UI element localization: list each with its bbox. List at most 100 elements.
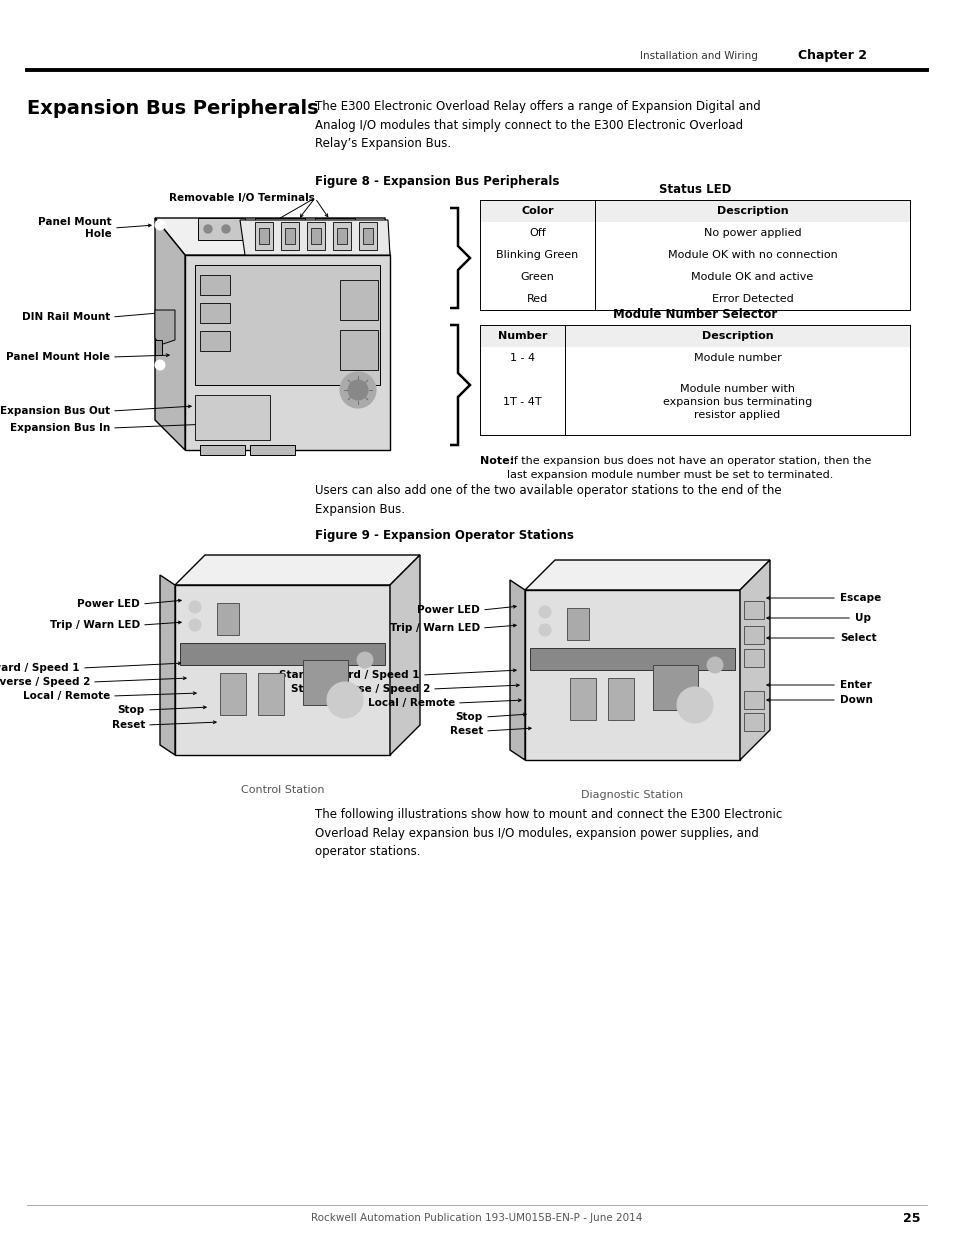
Polygon shape	[200, 445, 245, 454]
FancyBboxPatch shape	[743, 650, 763, 667]
Polygon shape	[185, 254, 390, 450]
Polygon shape	[154, 310, 174, 345]
Text: Expansion Bus Peripherals: Expansion Bus Peripherals	[27, 99, 318, 117]
Text: Stop: Stop	[117, 705, 145, 715]
Text: Error Detected: Error Detected	[711, 294, 793, 304]
Text: 8: 8	[222, 610, 233, 629]
Text: Description: Description	[701, 331, 773, 341]
Text: Module OK with no connection: Module OK with no connection	[667, 249, 837, 261]
Circle shape	[154, 220, 165, 230]
Polygon shape	[174, 555, 419, 585]
Circle shape	[320, 225, 329, 233]
Text: Escape: Escape	[840, 593, 881, 603]
Polygon shape	[174, 585, 390, 755]
Text: 8: 8	[572, 615, 583, 634]
Text: Local / Remote: Local / Remote	[367, 698, 455, 708]
Polygon shape	[569, 678, 596, 720]
Polygon shape	[194, 395, 270, 440]
Text: Chapter 2: Chapter 2	[797, 49, 866, 63]
Text: Stop: Stop	[456, 713, 482, 722]
Text: Number: Number	[497, 331, 547, 341]
FancyBboxPatch shape	[743, 713, 763, 731]
Text: Expansion Bus In: Expansion Bus In	[10, 424, 110, 433]
Polygon shape	[510, 580, 524, 760]
Text: Start Forward / Speed 1: Start Forward / Speed 1	[279, 671, 419, 680]
Polygon shape	[216, 603, 239, 635]
Circle shape	[348, 380, 368, 400]
Text: Panel Mount Hole: Panel Mount Hole	[6, 352, 110, 362]
Text: Removable I/O Terminals: Removable I/O Terminals	[169, 193, 314, 203]
Text: Installation and Wiring: Installation and Wiring	[639, 51, 757, 61]
Text: Color: Color	[520, 206, 554, 216]
Polygon shape	[154, 219, 390, 254]
Text: Start Reverse / Speed 2: Start Reverse / Speed 2	[0, 677, 90, 687]
Text: Figure 9 - Expansion Operator Stations: Figure 9 - Expansion Operator Stations	[314, 530, 574, 542]
Polygon shape	[194, 266, 379, 385]
Polygon shape	[566, 608, 588, 640]
Polygon shape	[281, 222, 298, 249]
Polygon shape	[303, 659, 348, 705]
Circle shape	[538, 606, 551, 618]
FancyBboxPatch shape	[479, 325, 909, 347]
Circle shape	[538, 624, 551, 636]
Text: Off: Off	[529, 228, 545, 238]
Text: If the expansion bus does not have an operator station, then the
last expansion : If the expansion bus does not have an op…	[506, 456, 870, 479]
FancyBboxPatch shape	[479, 222, 909, 245]
Polygon shape	[530, 648, 734, 671]
Circle shape	[356, 652, 373, 668]
Polygon shape	[524, 559, 769, 590]
Polygon shape	[258, 228, 269, 245]
Polygon shape	[254, 219, 305, 240]
Text: Module Number Selector: Module Number Selector	[612, 308, 777, 321]
Polygon shape	[200, 303, 230, 324]
Circle shape	[154, 359, 165, 370]
Polygon shape	[336, 228, 347, 245]
Text: Status LED: Status LED	[659, 183, 730, 196]
Text: Green: Green	[520, 272, 554, 282]
Polygon shape	[180, 643, 385, 664]
Text: Panel Mount
Hole: Panel Mount Hole	[38, 217, 112, 238]
Text: Local / Remote: Local / Remote	[23, 692, 110, 701]
Polygon shape	[200, 331, 230, 351]
Polygon shape	[314, 219, 355, 240]
Circle shape	[189, 619, 201, 631]
Circle shape	[677, 687, 712, 722]
Circle shape	[327, 682, 363, 718]
Polygon shape	[200, 275, 230, 295]
Text: Note:: Note:	[479, 456, 514, 466]
Polygon shape	[307, 222, 325, 249]
Text: Start Reverse / Speed 2: Start Reverse / Speed 2	[291, 684, 430, 694]
Polygon shape	[254, 222, 273, 249]
FancyBboxPatch shape	[479, 369, 909, 435]
Text: Up: Up	[854, 613, 870, 622]
FancyBboxPatch shape	[479, 347, 909, 369]
Text: LOCAL
REMOTE: LOCAL REMOTE	[663, 679, 685, 689]
Text: The E300 Electronic Overload Relay offers a range of Expansion Digital and
Analo: The E300 Electronic Overload Relay offer…	[314, 100, 760, 149]
Text: Module number with
expansion bus terminating
resistor applied: Module number with expansion bus termina…	[662, 384, 811, 420]
Text: Figure 8 - Expansion Bus Peripherals: Figure 8 - Expansion Bus Peripherals	[314, 175, 558, 189]
Text: No power applied: No power applied	[703, 228, 801, 238]
Polygon shape	[652, 664, 698, 710]
Text: Start Forward / Speed 1: Start Forward / Speed 1	[0, 663, 80, 673]
Circle shape	[338, 225, 347, 233]
Polygon shape	[390, 555, 419, 755]
Text: Expansion Bus Out: Expansion Bus Out	[0, 406, 110, 416]
Polygon shape	[311, 228, 320, 245]
Text: Red: Red	[526, 294, 548, 304]
Text: 1 - 4: 1 - 4	[510, 353, 535, 363]
Circle shape	[189, 601, 201, 613]
Circle shape	[222, 225, 230, 233]
Text: RESET: RESET	[708, 663, 720, 667]
Text: Down: Down	[840, 695, 872, 705]
Text: Reset: Reset	[112, 720, 145, 730]
Polygon shape	[339, 280, 377, 320]
FancyBboxPatch shape	[479, 200, 909, 222]
Circle shape	[339, 372, 375, 408]
Polygon shape	[154, 219, 185, 450]
FancyBboxPatch shape	[479, 245, 909, 266]
Text: Trip / Warn LED: Trip / Warn LED	[390, 622, 479, 634]
Text: Blinking Green: Blinking Green	[496, 249, 578, 261]
Text: Users can also add one of the two available operator stations to the end of the
: Users can also add one of the two availa…	[314, 484, 781, 515]
Circle shape	[261, 225, 269, 233]
Text: Rockwell Automation Publication 193-UM015B-EN-P - June 2014: Rockwell Automation Publication 193-UM01…	[311, 1213, 642, 1223]
